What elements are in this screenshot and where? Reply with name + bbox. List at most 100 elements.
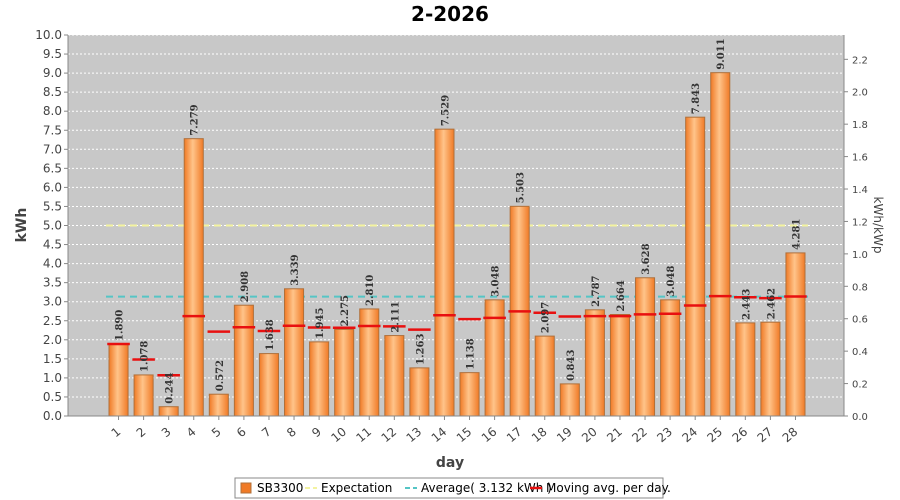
y2-tick-label: 1.0 [852,250,868,261]
x-tick-label: 6 [234,425,249,441]
y-tick-label: 2.5 [43,314,62,328]
y-tick-label: 6.0 [43,180,62,194]
x-tick-label: 12 [379,425,400,446]
x-tick-label: 28 [780,425,801,446]
x-tick-label: 13 [404,425,425,446]
bar-value-label: 1.638 [265,319,276,350]
y2-tick-label: 2.0 [852,88,868,99]
y-tick-label: 8.0 [43,104,62,118]
bar-value-label: 7.279 [190,104,201,135]
bar-day-20 [584,309,605,417]
x-tick-label: 16 [479,425,500,446]
bar-value-label: 2.111 [390,301,401,332]
y2-tick-label: 1.4 [852,185,868,196]
y-tick-label: 3.5 [43,276,62,290]
y-tick-label: 3.0 [43,295,62,309]
x-axis-ticks: 1 2 3 4 5 6 7 8 9 10 11 12 13 14 15 16 17 18 19 20 21 22 23 24 2… [109,416,801,446]
bar-day-22 [635,277,656,417]
x-tick-label: 27 [755,425,776,446]
x-tick-label: 26 [730,425,751,446]
y-tick-label: 9.5 [43,47,62,61]
bar-day-27 [760,321,781,417]
y2-tick-label: 1.6 [852,153,868,164]
legend-label: Expectation [321,481,392,495]
bar-day-5 [208,393,229,417]
reference-lines [106,224,808,298]
y-tick-label: 0.5 [43,390,62,404]
bar-value-label: 5.503 [516,172,527,203]
bar-day-25 [710,72,731,417]
bar-value-label: 2.664 [616,280,627,311]
y-tick-label: 1.5 [43,352,62,366]
x-tick-label: 11 [353,425,374,446]
x-tick-label: 7 [259,425,274,441]
x-tick-label: 20 [579,425,600,446]
y2-axis-ticks: 0.0 0.2 0.4 0.6 0.8 1.0 1.2 1.4 1.6 1.8 2.0 2.2 [844,55,868,423]
x-tick-label: 23 [654,425,675,446]
y-tick-label: 4.0 [43,257,62,271]
bar-day-6 [233,304,254,417]
y2-tick-label: 1.2 [852,217,868,228]
bar-value-label: 2.462 [766,288,777,319]
bar-value-label: 3.628 [641,243,652,274]
bar-day-23 [660,299,681,417]
y2-tick-label: 0.2 [852,380,868,391]
legend: SB3300 Expectation Average( 3.132 kWh )Mov… [234,477,671,499]
y-tick-label: 9.0 [43,66,62,80]
y-tick-label: 5.5 [43,199,62,213]
legend-swatch-sb3300 [240,482,252,494]
x-tick-label: 21 [604,425,625,446]
x-tick-label: 3 [159,425,174,441]
x-tick-label: 19 [554,425,575,446]
bar-value-label: 7.843 [691,83,702,114]
x-tick-label: 24 [679,425,700,446]
y2-tick-label: 1.8 [852,120,868,131]
y-tick-label: 7.5 [43,123,62,137]
x-tick-label: 14 [429,425,450,446]
bar-day-26 [735,322,756,417]
bar-day-28 [785,252,806,417]
y-tick-label: 2.0 [43,333,62,347]
x-tick-label: 18 [529,425,550,446]
bar-day-19 [559,383,580,417]
bar-value-label: 7.529 [440,95,451,126]
bar-day-2 [133,374,154,417]
bar-value-label: 1.138 [466,338,477,369]
bar-value-label: 3.048 [666,266,677,297]
legend-label: Moving avg. per day. [546,481,671,495]
y2-tick-label: 0.4 [852,347,868,358]
y2-tick-label: 0.8 [852,282,868,293]
bar-day-4 [183,138,204,417]
bar-value-label: 2.443 [741,289,752,320]
y2-axis-title: kWh/kWp [871,197,885,254]
y2-tick-label: 0.0 [852,412,868,423]
bar-day-24 [685,116,706,417]
bar-value-label: 3.048 [491,266,502,297]
y-tick-label: 7.0 [43,142,62,156]
x-tick-label: 15 [454,425,475,446]
bar-day-21 [609,314,630,417]
bar-value-label: 0.572 [215,360,226,391]
bar-day-15 [459,372,480,417]
bar-value-label: 0.843 [566,350,577,381]
bar-day-7 [258,353,279,417]
y-tick-label: 0.0 [43,409,62,423]
bar-value-label: 0.244 [165,372,176,403]
bar-day-8 [284,288,305,417]
bar-value-label: 4.281 [791,219,802,250]
moving-average-marks [107,294,807,377]
bar-day-13 [409,367,430,417]
bar-day-18 [534,335,555,417]
bar-day-14 [434,128,455,417]
bar-value-label: 1.078 [140,341,151,372]
chart-title: 2-2026 [411,2,489,26]
y-tick-label: 5.0 [43,219,62,233]
bar-day-12 [384,335,405,417]
x-tick-label: 5 [209,425,224,441]
x-tick-label: 2 [134,425,149,441]
y-axis-ticks: 0.0 0.5 1.0 1.5 2.0 2.5 3.0 3.5 4.0 4.5 5.0 5.5 6.0 6… [35,28,68,423]
bar-value-label: 1.263 [415,334,426,365]
bar-value-label: 9.011 [716,38,727,69]
